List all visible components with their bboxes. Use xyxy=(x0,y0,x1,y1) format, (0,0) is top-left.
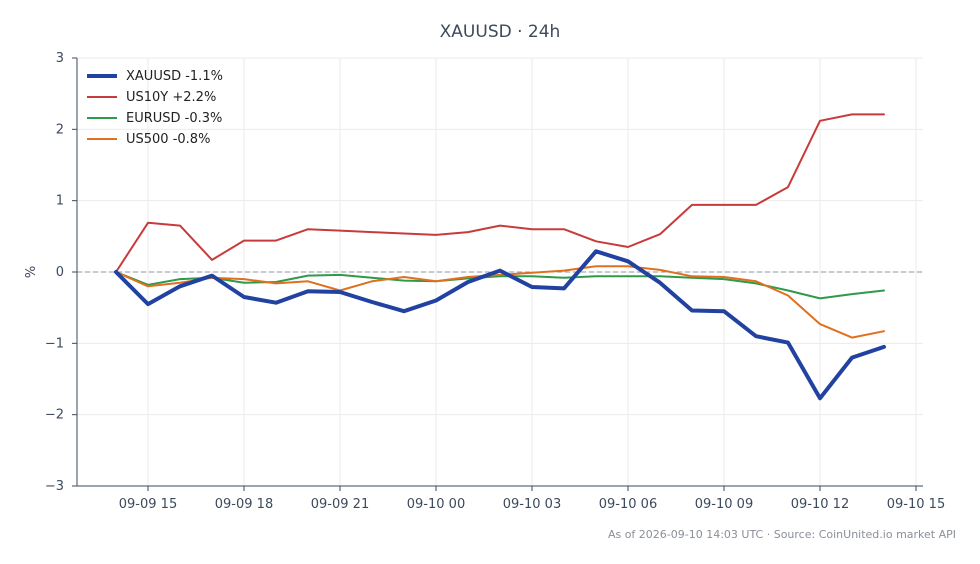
y-tick-label: 1 xyxy=(56,194,64,209)
x-tick-label: 09-10 03 xyxy=(503,497,561,512)
x-tick-label: 09-10 09 xyxy=(695,497,753,512)
y-tick-label: 2 xyxy=(56,122,64,137)
axes: 3 2 1 0 −1 −2 −3 09-09 15 09-09 18 09-09 21 09-10 … xyxy=(45,51,945,512)
legend-label: XAUUSD -1.1% xyxy=(126,69,223,84)
grid xyxy=(77,57,923,487)
series-line-xauusd xyxy=(114,249,886,401)
chart-title: XAUUSD · 24h xyxy=(440,22,561,42)
y-tick-label: −1 xyxy=(45,336,64,351)
x-tick-label: 09-09 18 xyxy=(215,497,273,512)
footer-source: As of 2026-09-10 14:03 UTC · Source: Coi… xyxy=(608,528,956,541)
x-tick-label: 09-10 06 xyxy=(599,497,657,512)
legend: XAUUSD -1.1% US10Y +2.2% EURUSD -0.3% US500… xyxy=(87,69,223,147)
x-tick-label: 09-09 15 xyxy=(119,497,177,512)
y-tick-label: −3 xyxy=(45,479,64,494)
y-tick-label: 3 xyxy=(56,51,64,66)
legend-label: EURUSD -0.3% xyxy=(126,111,222,126)
legend-label: US500 -0.8% xyxy=(126,132,210,147)
y-tick-label: −2 xyxy=(45,408,64,423)
series-line-us500 xyxy=(115,265,885,339)
series-line-eurusd xyxy=(115,271,885,300)
legend-label: US10Y +2.2% xyxy=(126,90,216,105)
series-line-us10y xyxy=(115,113,885,273)
plot-area xyxy=(114,113,886,401)
x-tick-label: 09-10 00 xyxy=(407,497,465,512)
x-tick-label: 09-09 21 xyxy=(311,497,369,512)
x-tick-label: 09-10 15 xyxy=(887,497,945,512)
x-tick-label: 09-10 12 xyxy=(791,497,849,512)
y-axis-label: % xyxy=(24,266,39,278)
y-tick-label: 0 xyxy=(56,265,64,280)
